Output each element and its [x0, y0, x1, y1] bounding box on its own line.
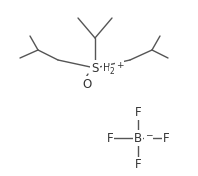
- Text: H: H: [103, 63, 110, 73]
- Text: B: B: [134, 131, 142, 144]
- Text: F: F: [135, 105, 141, 118]
- Text: O: O: [82, 77, 92, 90]
- Text: F: F: [135, 159, 141, 171]
- Text: +: +: [116, 61, 124, 70]
- Text: S: S: [91, 61, 99, 74]
- Text: F: F: [107, 131, 113, 144]
- Text: 2: 2: [110, 67, 115, 76]
- Text: F: F: [163, 131, 169, 144]
- Text: −: −: [145, 130, 152, 140]
